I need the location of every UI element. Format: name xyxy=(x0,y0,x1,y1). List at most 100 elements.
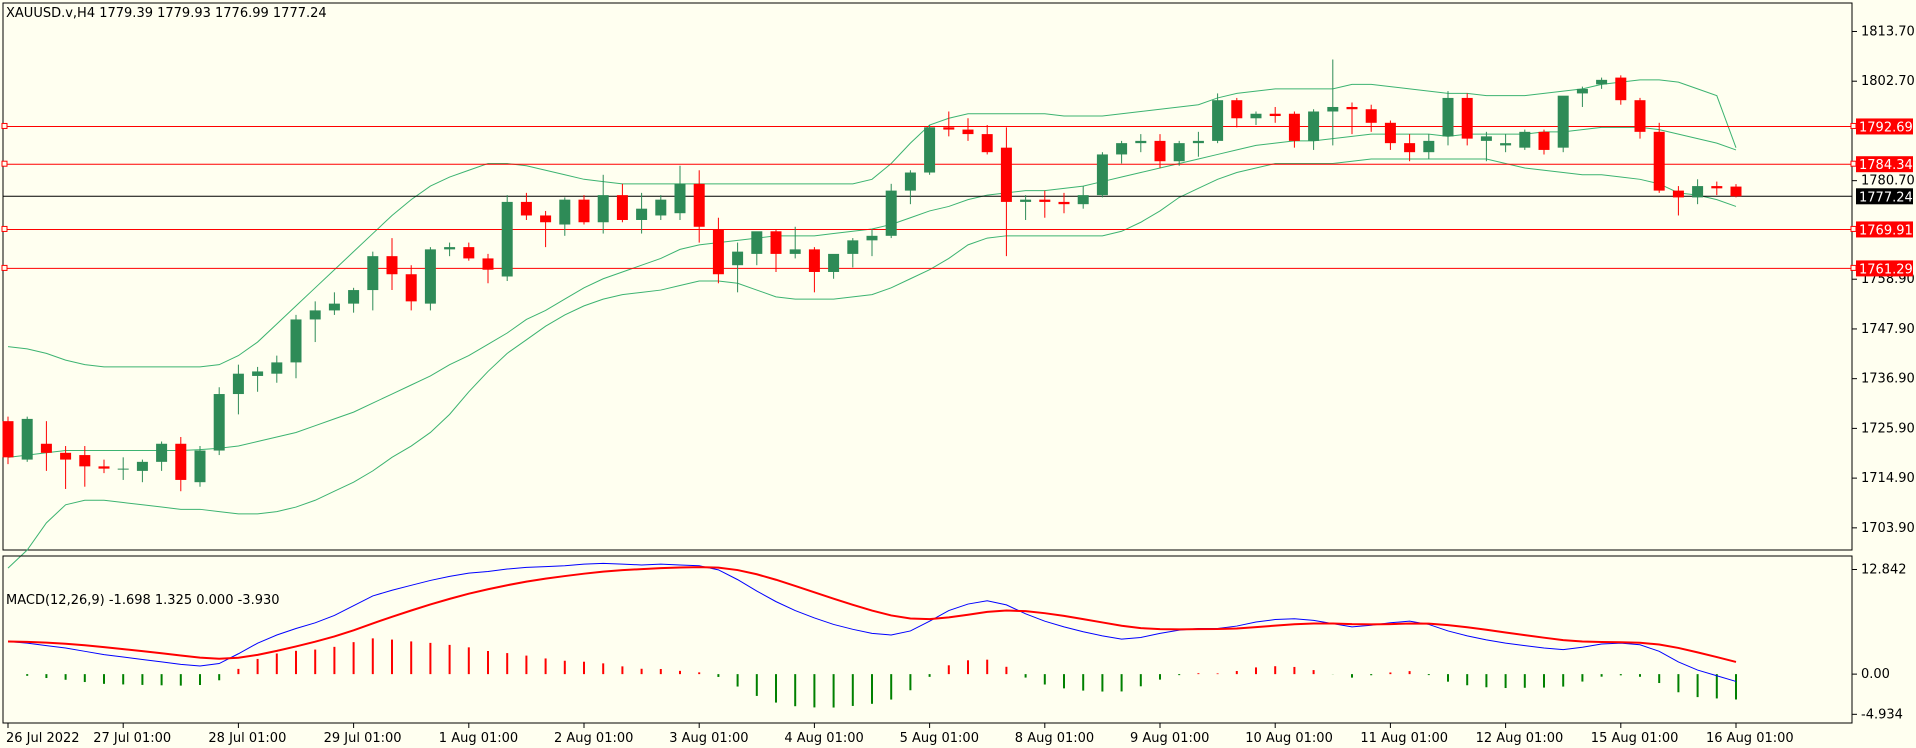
macd-header: MACD(12,26,9) -1.698 1.325 0.000 -3.930 xyxy=(6,593,280,608)
time-tick-label: 10 Aug 01:00 xyxy=(1245,731,1333,746)
bear-candle xyxy=(405,274,417,302)
bull-candle xyxy=(136,461,148,471)
bull-candle xyxy=(655,199,667,216)
time-tick-label: 26 Jul 2022 xyxy=(6,731,80,746)
bear-candle xyxy=(981,134,993,153)
bull-candle xyxy=(1442,97,1454,137)
time-tick-label: 16 Aug 01:00 xyxy=(1706,731,1794,746)
bull-candle xyxy=(885,190,897,236)
time-tick-label: 1 Aug 01:00 xyxy=(439,731,518,746)
level-left-handle xyxy=(1,264,8,271)
price-tick-label: 1802.70 xyxy=(1861,74,1915,89)
time-tick-label: 29 Jul 01:00 xyxy=(324,731,402,746)
bear-candle xyxy=(712,229,724,275)
level-right-handle xyxy=(1850,160,1857,167)
bull-candle xyxy=(252,371,264,376)
bull-candle xyxy=(194,450,206,483)
bull-candle xyxy=(232,373,244,395)
bear-candle xyxy=(79,455,91,467)
bear-candle xyxy=(770,231,782,254)
bull-candle xyxy=(1020,199,1032,202)
time-axis: 26 Jul 2022 27 Jul 01:00 28 Jul 01:00 29 Ju… xyxy=(6,723,1794,746)
bear-candle xyxy=(175,443,187,480)
bear-candle xyxy=(808,249,820,272)
bear-candle xyxy=(40,443,52,453)
bull-candle xyxy=(597,195,609,223)
bear-candle xyxy=(578,199,590,223)
bull-candle xyxy=(732,251,744,266)
current-price-tag xyxy=(1856,188,1913,205)
bear-candle xyxy=(616,195,628,220)
price-tick-label: 1725.90 xyxy=(1861,421,1915,436)
time-tick-label: 28 Jul 01:00 xyxy=(208,731,286,746)
bull-candle xyxy=(1500,143,1512,146)
bear-candle xyxy=(60,452,72,460)
bull-candle xyxy=(156,443,168,462)
bollinger-lower-line xyxy=(7,158,1737,569)
macd-tick-label: -4.934 xyxy=(1861,707,1903,722)
bear-candle xyxy=(1288,113,1300,141)
macd-main-line xyxy=(7,562,1737,682)
macd-pane-frame xyxy=(2,555,1853,724)
level-left-handle xyxy=(1,225,8,232)
level-left-handle xyxy=(1,160,8,167)
bear-candle xyxy=(693,183,705,227)
time-tick-label: 12 Aug 01:00 xyxy=(1476,731,1564,746)
bear-candle xyxy=(1672,190,1684,198)
bull-candle xyxy=(1096,154,1108,196)
time-tick-label: 9 Aug 01:00 xyxy=(1130,731,1209,746)
bull-candle xyxy=(367,256,379,291)
bear-candle xyxy=(1000,147,1012,202)
time-tick-label: 27 Jul 01:00 xyxy=(93,731,171,746)
price-pane: 1813.701802.701780.701758.901747.901736.… xyxy=(1,2,1915,569)
bull-candle xyxy=(847,240,859,254)
time-tick-label: 4 Aug 01:00 xyxy=(784,731,863,746)
bull-candle xyxy=(117,468,129,470)
bear-candle xyxy=(1039,199,1051,202)
time-tick-label: 5 Aug 01:00 xyxy=(900,731,979,746)
bull-candle xyxy=(309,310,321,320)
bull-candle xyxy=(1192,140,1204,144)
bull-candle xyxy=(348,290,360,304)
price-tick-label: 1780.70 xyxy=(1861,174,1915,189)
bear-candle xyxy=(1365,109,1377,123)
price-tick-label: 1747.90 xyxy=(1861,322,1915,337)
price-pane-frame xyxy=(2,2,1853,551)
bull-candle xyxy=(1596,79,1608,85)
bull-candle xyxy=(789,249,801,254)
bear-candle xyxy=(1711,186,1723,189)
bear-candle xyxy=(1269,113,1281,117)
bull-candle xyxy=(1692,186,1704,198)
level-right-handle xyxy=(1850,264,1857,271)
level-right-handle xyxy=(1850,225,1857,232)
bull-candle xyxy=(1250,113,1262,119)
price-tick-label: 1714.90 xyxy=(1861,471,1915,486)
level-price-tag xyxy=(1856,260,1913,277)
bull-candle xyxy=(1077,195,1089,205)
bear-candle xyxy=(1404,143,1416,153)
bull-candle xyxy=(328,303,340,311)
bull-candle xyxy=(21,418,33,460)
bull-candle xyxy=(1576,88,1588,94)
time-tick-label: 11 Aug 01:00 xyxy=(1360,731,1448,746)
bear-candle xyxy=(463,247,475,259)
bull-candle xyxy=(424,249,436,304)
level-price-label: 1761.29 xyxy=(1859,262,1913,277)
time-tick-label: 3 Aug 01:00 xyxy=(669,731,748,746)
level-left-handle xyxy=(1,122,8,129)
macd-pane: 12.842 0.00 -4.934 xyxy=(2,555,1907,724)
bear-candle xyxy=(1384,122,1396,144)
bear-candle xyxy=(1653,131,1665,191)
time-tick-label: 8 Aug 01:00 xyxy=(1015,731,1094,746)
bull-candle xyxy=(1423,140,1435,153)
macd-signal-line xyxy=(7,566,1737,663)
bull-candle xyxy=(674,183,686,214)
bull-candle xyxy=(271,362,283,374)
bull-candle xyxy=(751,231,763,254)
macd-tick-label: 12.842 xyxy=(1861,563,1907,578)
bull-candle xyxy=(213,394,225,451)
price-tick-label: 1736.90 xyxy=(1861,372,1915,387)
time-tick-label: 2 Aug 01:00 xyxy=(554,731,633,746)
level-price-label: 1792.69 xyxy=(1859,120,1913,135)
